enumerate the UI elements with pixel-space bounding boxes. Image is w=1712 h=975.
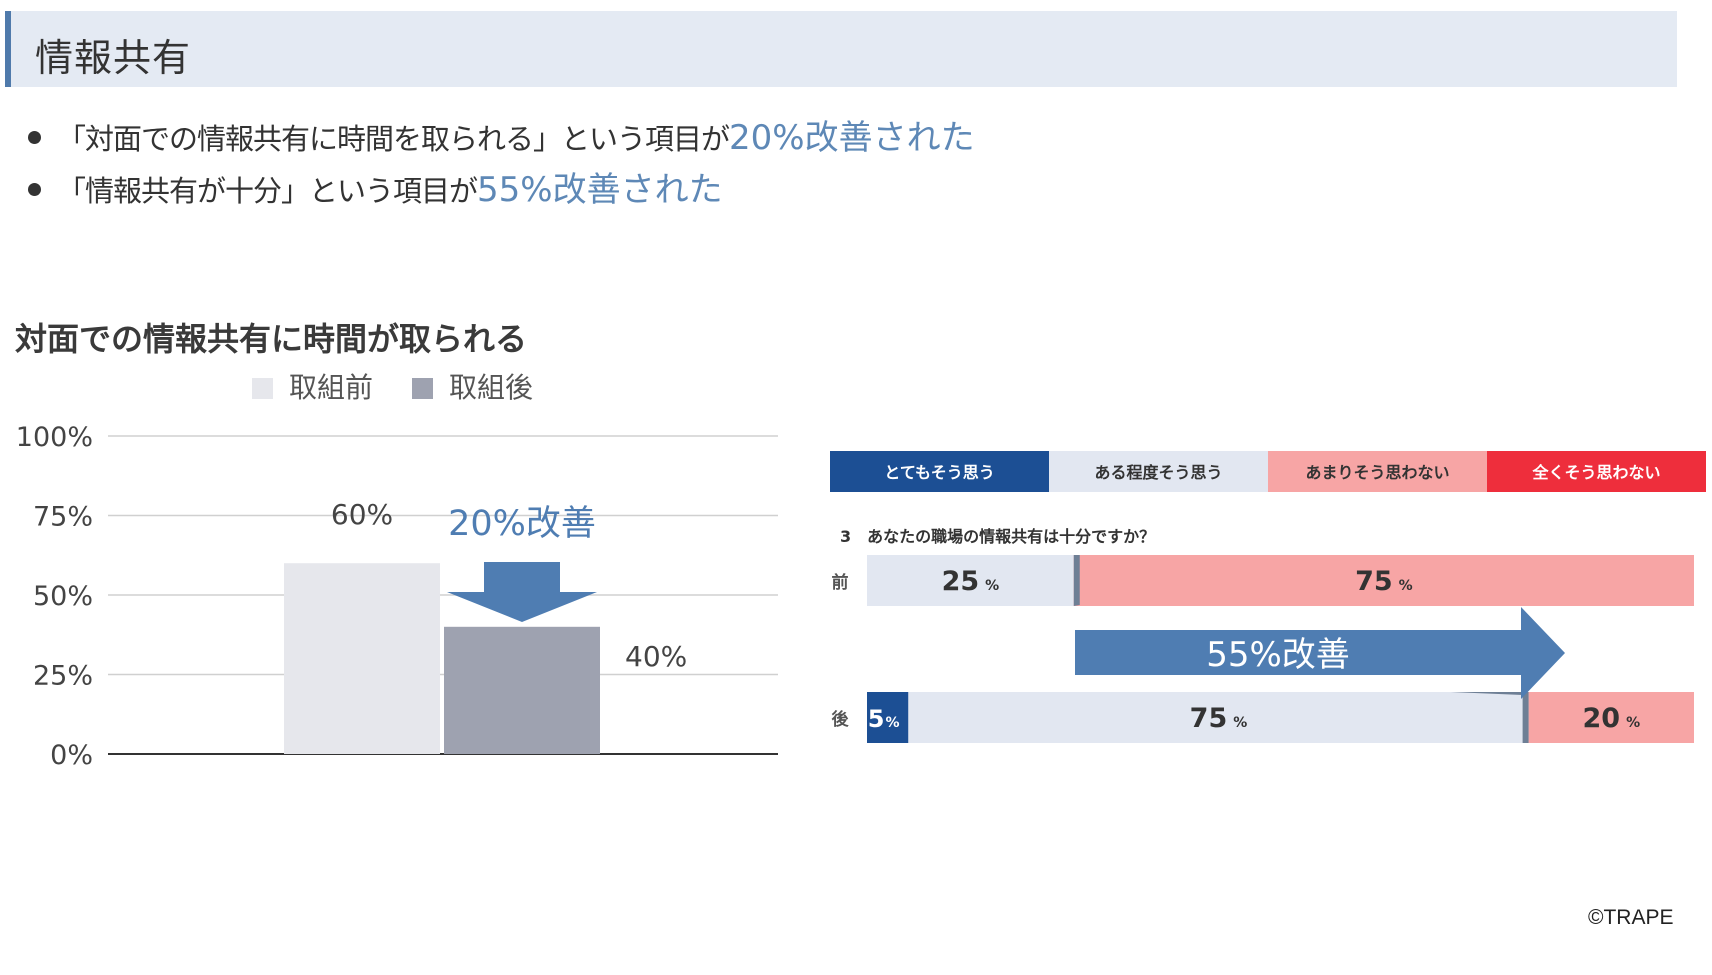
bullet-accent-text: 55%改善された (477, 170, 723, 210)
bullet-dot-icon (28, 183, 41, 196)
question-text: 3 あなたの職場の情報共有は十分ですか？ (840, 527, 1155, 546)
copyright-text: ©TRAPE (1588, 906, 1674, 929)
legend-swatch (252, 378, 273, 399)
stacked-segment (1528, 692, 1694, 743)
legend-label: 全くそう思わない (1531, 463, 1660, 482)
y-tick-label: 75% (33, 502, 93, 533)
y-tick-label: 25% (33, 661, 93, 692)
segment-label: 20% (1582, 703, 1640, 734)
legend-label: あまりそう思わない (1305, 463, 1449, 482)
legend-swatch (830, 451, 1049, 492)
down-arrow-icon (447, 562, 597, 622)
stacked-segment (908, 692, 1529, 743)
legend-swatch (1268, 451, 1487, 492)
row-label: 後 (832, 709, 850, 730)
bullet-item: 「情報共有が十分」という項目が 55%改善された (28, 162, 723, 211)
spacer (1075, 608, 1530, 630)
legend-swatch (1049, 451, 1268, 492)
boundary-marker (1073, 555, 1080, 606)
legend-label: とてもそう思う (884, 463, 994, 482)
legend-label: ある程度そう思う (1094, 463, 1222, 482)
data-label: 60% (331, 498, 393, 531)
bullet-dot-icon (28, 131, 41, 144)
stacked-segment (867, 692, 909, 743)
stacked-bar-chart: とてもそう思う ある程度そう思う あまりそう思わない 全くそう思わない 3 あなたの職場… (830, 451, 1706, 743)
stacked-segment (1073, 555, 1694, 606)
annotation-label: 55%改善 (1206, 635, 1350, 675)
y-tick-label: 0% (50, 740, 93, 771)
legend-swatch (412, 378, 433, 399)
annotation-label: 20%改善 (448, 504, 596, 544)
bullet-text: 「対面での情報共有に時間を取られる」という項目が (57, 122, 730, 156)
segment-label: 25% (942, 566, 1000, 597)
page-title: 情報共有 (35, 36, 192, 80)
right-arrow-icon (1075, 607, 1565, 699)
segment-label: 75% (1190, 703, 1248, 734)
bullet-accent-text: 20%改善された (729, 118, 975, 158)
row-label: 前 (832, 572, 849, 593)
segment-label: 5% (868, 705, 900, 733)
data-label: 40% (625, 640, 687, 673)
bullet-item: 「対面での情報共有に時間を取られる」という項目が 20%改善された (28, 110, 975, 159)
legend-label: 取組後 (449, 371, 533, 404)
y-tick-label: 100% (16, 422, 93, 453)
segment-label: 75% (1355, 566, 1413, 597)
legend-label: 取組前 (289, 371, 373, 404)
legend-swatch (1487, 451, 1706, 492)
y-tick-label: 50% (33, 581, 93, 612)
bar-chart: 取組前 取組後 100% 75% 50% 25% 0% 60% 40% 20%改善 (16, 371, 778, 771)
header-bar: 情報共有 (5, 11, 1677, 87)
stacked-segment (867, 555, 1074, 606)
bar (444, 626, 600, 754)
bar (284, 563, 440, 754)
chart-title: 対面での情報共有に時間が取られる (15, 320, 528, 358)
bullet-text: 「情報共有が十分」という項目が (57, 174, 478, 208)
